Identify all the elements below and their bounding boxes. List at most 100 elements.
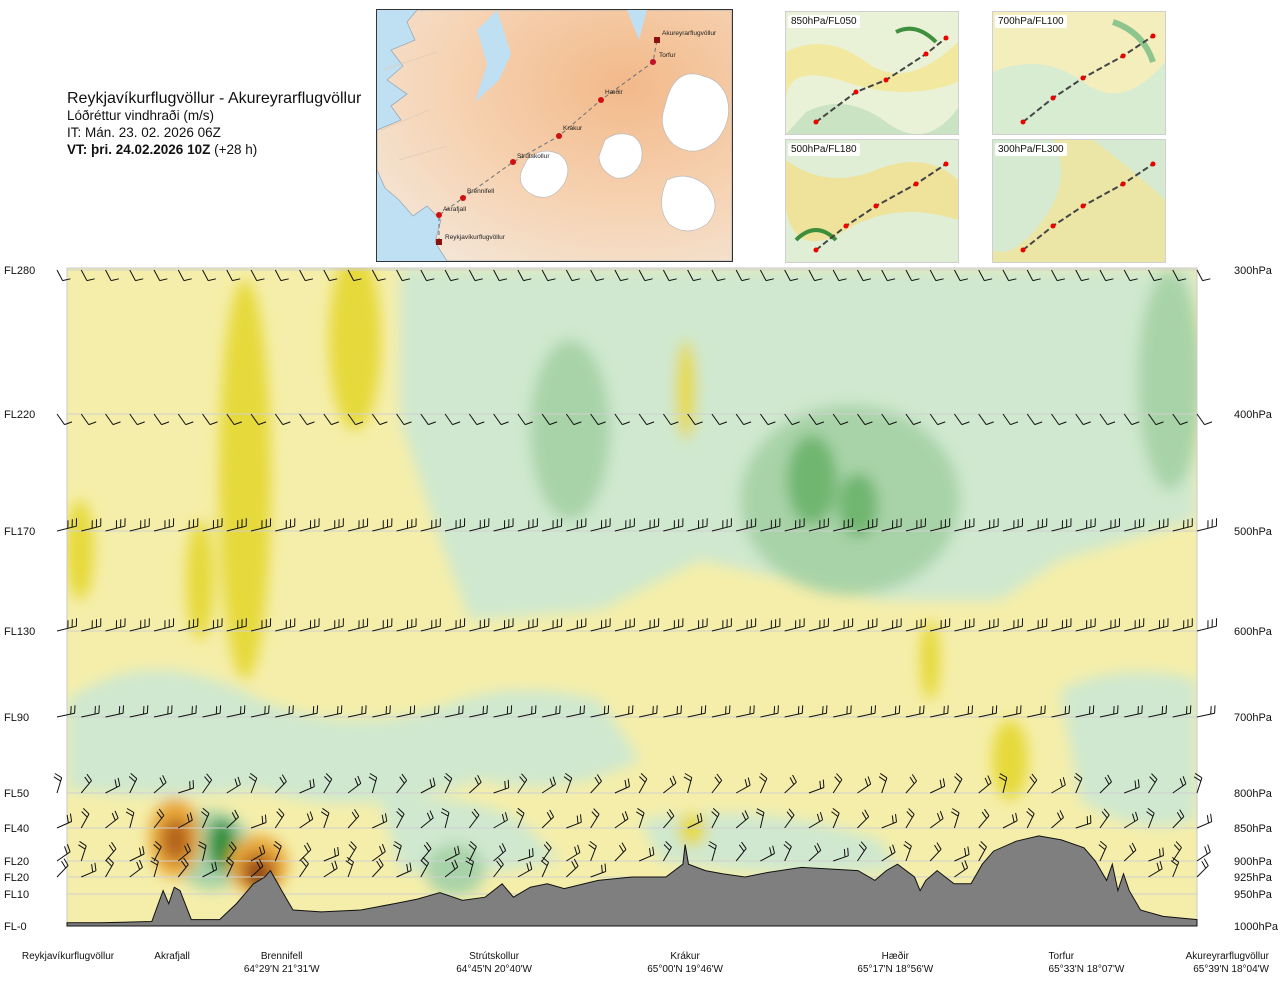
wind-barb bbox=[347, 775, 362, 794]
wind-barb bbox=[614, 518, 635, 532]
wind-barb bbox=[372, 618, 393, 632]
brennifell-marker bbox=[460, 195, 466, 201]
wind-barb bbox=[372, 518, 393, 532]
left-axis-label: FL40 bbox=[4, 823, 29, 835]
wind-barb bbox=[517, 773, 528, 794]
wind-barb bbox=[53, 773, 63, 794]
wind-barb bbox=[1026, 773, 1038, 794]
left-axis-label: FL10 bbox=[4, 889, 29, 901]
wind-barb bbox=[683, 773, 693, 794]
wind-barb bbox=[202, 518, 223, 532]
x-location-name: Brennifell bbox=[261, 951, 303, 962]
wind-barb bbox=[178, 618, 199, 632]
wind-barb bbox=[201, 807, 210, 829]
wind-barb bbox=[178, 780, 194, 794]
wind-barb bbox=[1196, 705, 1216, 718]
wind-barb bbox=[929, 810, 944, 829]
x-location-labels: Reykjavíkurflugvöllur Akrafjall Brennifell… bbox=[22, 950, 1270, 975]
wind-barb bbox=[760, 705, 779, 718]
x-location-coord: 64°45'N 20°40'W bbox=[456, 964, 532, 975]
wind-barb bbox=[81, 862, 97, 878]
wind-barb bbox=[566, 814, 582, 829]
map-label-reykjavik: Reykjavíkurflugvöllur bbox=[445, 234, 506, 241]
wind-barb bbox=[275, 618, 296, 632]
thumbnail-700hpa[interactable]: 700hPa/FL100 bbox=[992, 11, 1166, 135]
wind-barb bbox=[347, 413, 364, 426]
wind-barb bbox=[129, 413, 145, 426]
wind-barb bbox=[1099, 618, 1120, 632]
wind-barb bbox=[323, 413, 339, 426]
wind-barb bbox=[517, 618, 538, 632]
wind-barb bbox=[299, 842, 312, 862]
wind-barb bbox=[493, 413, 509, 426]
wind-barb bbox=[978, 518, 999, 532]
wind-barb bbox=[153, 705, 173, 718]
wind-barb bbox=[420, 857, 430, 878]
wind-barb bbox=[541, 776, 556, 794]
thumbnail-700hpa-field bbox=[993, 12, 1165, 134]
left-axis-label: FL130 bbox=[4, 626, 35, 638]
wind-barb bbox=[226, 705, 246, 718]
wind-barb bbox=[1051, 269, 1066, 282]
wind-barb bbox=[708, 841, 717, 862]
wind-barb bbox=[153, 518, 175, 532]
wind-barb bbox=[56, 618, 77, 632]
wind-barb bbox=[1075, 269, 1090, 282]
wind-barb bbox=[541, 809, 555, 829]
wind-barb bbox=[903, 840, 912, 862]
wind-barb bbox=[857, 809, 870, 829]
wind-barb bbox=[639, 618, 660, 632]
wind-barb bbox=[323, 847, 340, 862]
wind-barb bbox=[1002, 413, 1019, 426]
wind-barb bbox=[250, 844, 266, 862]
thumbnail-700hpa-label: 700hPa/FL100 bbox=[995, 15, 1067, 28]
wind-barb bbox=[299, 811, 314, 829]
wind-barb bbox=[1027, 705, 1046, 718]
wind-barb bbox=[396, 808, 405, 829]
wind-barb bbox=[396, 269, 411, 282]
wind-barb bbox=[1146, 807, 1155, 829]
thumbnail-500hpa[interactable]: 500hPa/FL180 bbox=[785, 139, 959, 263]
wind-barb bbox=[1148, 773, 1158, 794]
wind-barb bbox=[493, 812, 508, 829]
left-axis-label: FL50 bbox=[4, 788, 29, 800]
wind-barb bbox=[493, 857, 504, 878]
valid-time-lead: (+28 h) bbox=[210, 142, 258, 157]
wind-barb bbox=[469, 774, 482, 794]
wind-barb bbox=[1172, 269, 1187, 282]
wind-barb bbox=[105, 777, 121, 794]
wind-barb bbox=[1123, 811, 1139, 829]
wind-barb bbox=[372, 843, 386, 862]
wind-barb bbox=[372, 705, 391, 718]
wind-barb bbox=[468, 269, 483, 282]
right-axis-label: 600hPa bbox=[1234, 626, 1273, 638]
wind-barb bbox=[56, 413, 73, 426]
wind-barb bbox=[250, 413, 267, 426]
wind-barb bbox=[274, 808, 285, 829]
wind-barb bbox=[808, 811, 824, 829]
wind-barb bbox=[736, 518, 757, 532]
wind-barb bbox=[1026, 413, 1043, 426]
wind-barb bbox=[565, 413, 582, 426]
wind-barb bbox=[1172, 413, 1188, 426]
field-brown-1 bbox=[161, 818, 191, 862]
wind-barb bbox=[954, 413, 970, 426]
wind-barb bbox=[783, 841, 792, 862]
wind-barb bbox=[368, 773, 378, 794]
x-location-name: Reykjavíkurflugvöllur bbox=[22, 951, 115, 962]
wind-barb bbox=[129, 618, 150, 632]
thumbnail-850hpa[interactable]: 850hPa/FL050 bbox=[785, 11, 959, 135]
wind-barb bbox=[978, 841, 987, 862]
wind-barb bbox=[954, 705, 973, 718]
wind-barb bbox=[856, 269, 872, 282]
wind-barb bbox=[1196, 858, 1209, 878]
thumbnail-300hpa[interactable]: 300hPa/FL300 bbox=[992, 139, 1166, 263]
wind-barb bbox=[881, 269, 896, 282]
x-location-name: Torfur bbox=[1049, 951, 1075, 962]
wind-barb bbox=[808, 518, 829, 532]
wind-barb bbox=[639, 518, 660, 532]
wind-barb bbox=[468, 808, 480, 829]
strutskollur-marker bbox=[510, 159, 516, 165]
wind-barb bbox=[178, 518, 199, 532]
wind-barb bbox=[540, 856, 550, 878]
